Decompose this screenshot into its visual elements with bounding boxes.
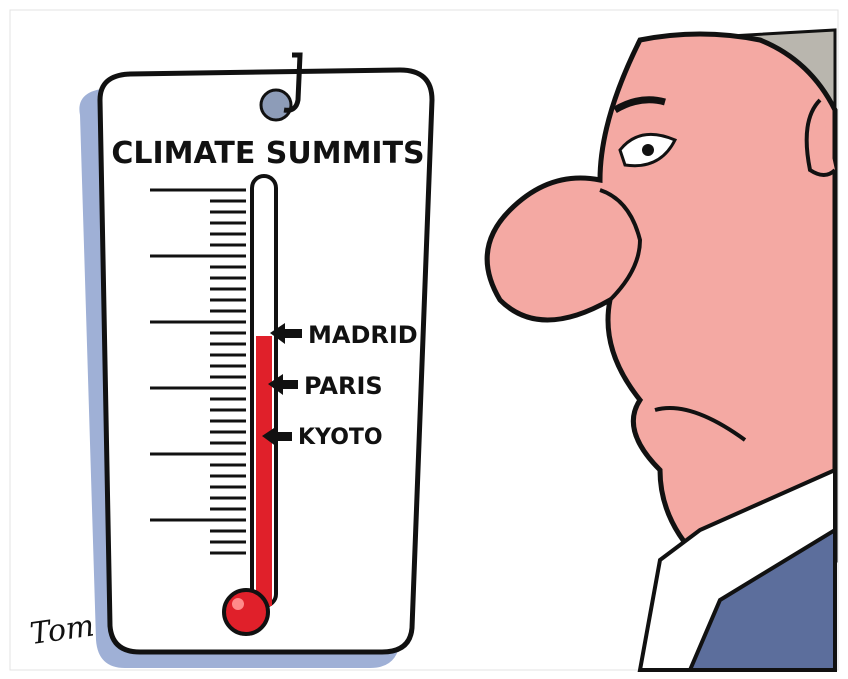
- page: {"cartoon": {"title": "CLIMATE SUMMITS",…: [0, 0, 848, 679]
- cartoon: CLIMATE SUMMITS MADRID PARIS KYOTO Tom: [0, 0, 848, 679]
- label-madrid: MADRID: [308, 321, 418, 349]
- pupil: [642, 144, 654, 156]
- label-kyoto: KYOTO: [298, 425, 383, 450]
- bulb-shine: [232, 598, 244, 610]
- label-paris: PARIS: [304, 372, 383, 400]
- title: CLIMATE SUMMITS: [111, 136, 424, 171]
- nail-head: [261, 90, 291, 120]
- bulb: [224, 590, 268, 634]
- mercury: [256, 336, 272, 606]
